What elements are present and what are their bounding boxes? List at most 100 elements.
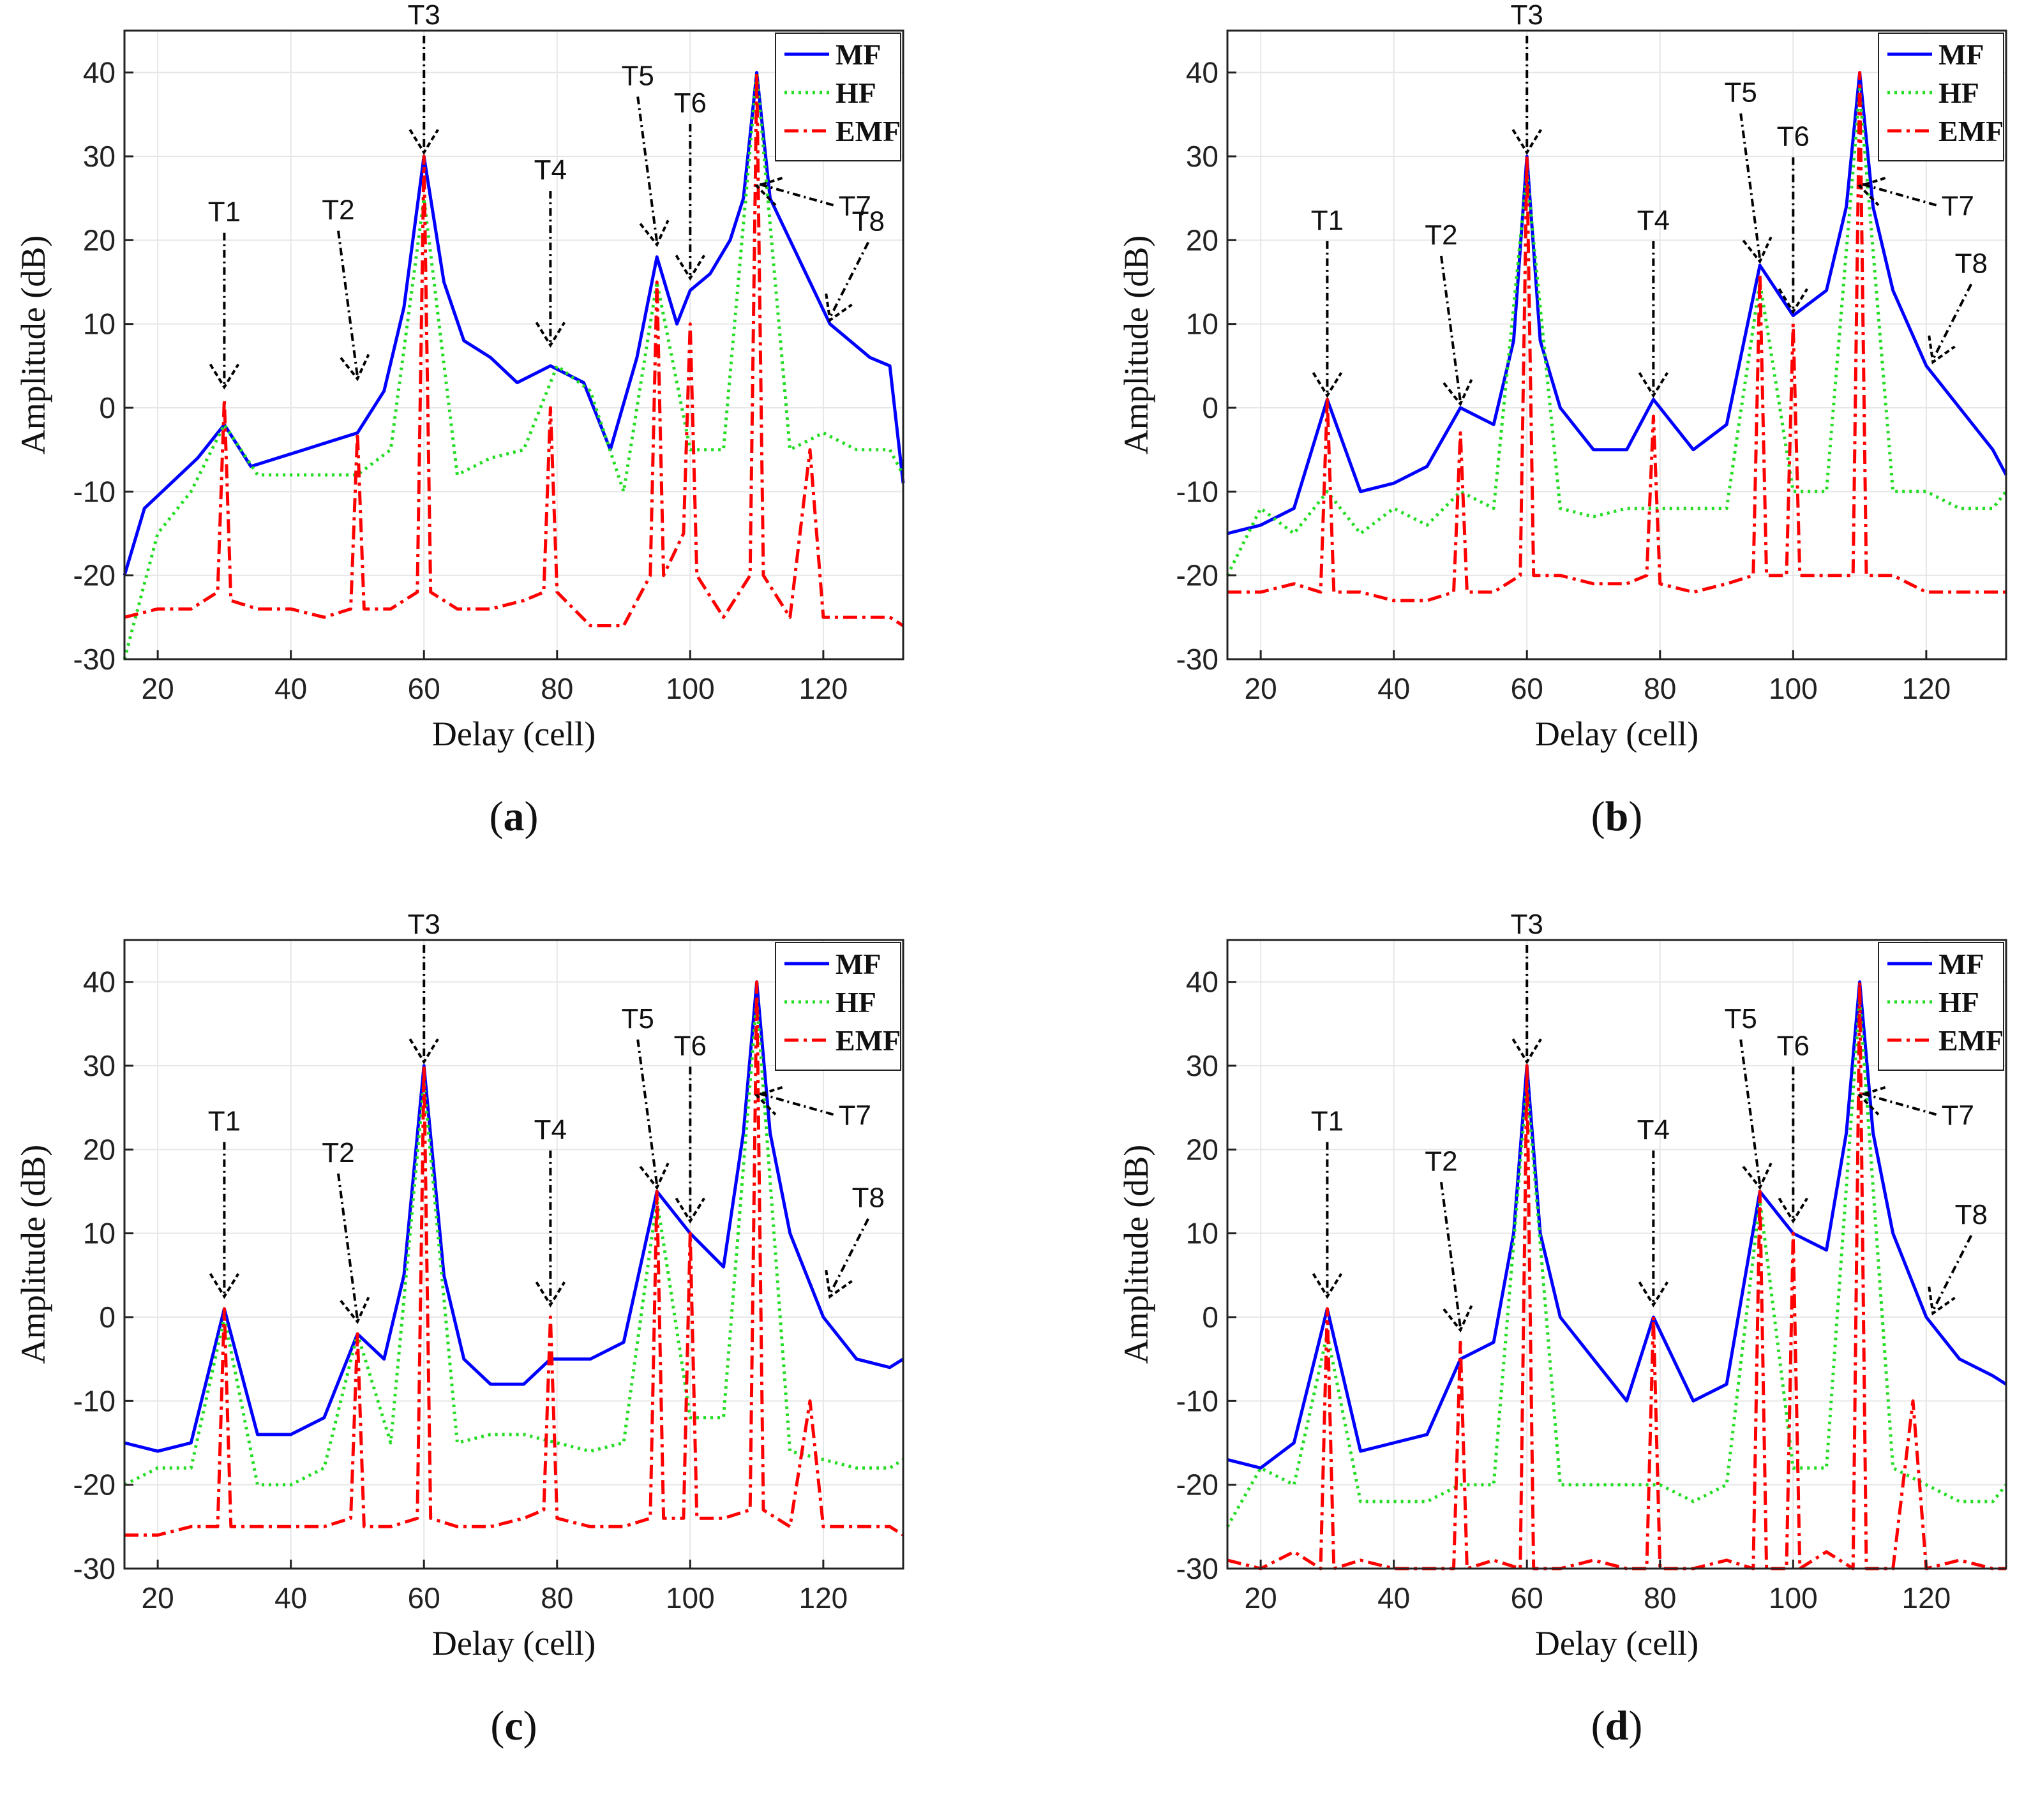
- legend-label-mf: MF: [1938, 948, 1984, 980]
- target-arrow-head: [639, 220, 670, 248]
- target-arrow-head: [409, 1038, 439, 1064]
- target-arrow-shaft: [1859, 1091, 1937, 1116]
- target-label: T2: [1425, 220, 1457, 251]
- y-tick-label: 20: [1186, 223, 1218, 257]
- target-arrow-head: [825, 1269, 853, 1299]
- target-arrow-shaft: [1931, 1235, 1973, 1311]
- y-tick-label: 10: [83, 308, 116, 341]
- legend-label-mf: MF: [1938, 38, 1984, 71]
- target-arrow-head: [340, 354, 370, 382]
- target-arrow-head: [535, 322, 566, 348]
- plot-frame: [1226, 29, 2007, 660]
- target-arrow-head: [1778, 288, 1808, 315]
- legend-label-mf: MF: [836, 38, 881, 71]
- series-emf-line: [124, 980, 904, 1537]
- caption-close: ): [1628, 793, 1642, 840]
- y-tick-label: 20: [83, 223, 116, 257]
- x-tick-label: 40: [1377, 1581, 1410, 1615]
- target-label: T4: [534, 154, 567, 186]
- series-hf-line: [1226, 997, 2007, 1528]
- x-tick-label: 60: [408, 1581, 440, 1615]
- y-axis-label: Amplitude (dB): [1117, 1145, 1155, 1364]
- x-tick-label: 120: [1901, 672, 1951, 705]
- legend-label-hf: HF: [836, 986, 876, 1018]
- y-tick-label: 10: [1186, 1217, 1218, 1250]
- x-tick-label: 100: [1769, 672, 1818, 705]
- y-tick-label: 10: [1186, 308, 1218, 341]
- y-tick-label: -20: [73, 559, 116, 592]
- x-tick-label: 40: [1377, 672, 1410, 705]
- target-arrow-head: [1312, 1272, 1343, 1299]
- series-mf-line: [1227, 71, 2008, 535]
- x-tick-label: 40: [274, 672, 307, 705]
- x-tick-label: 20: [1245, 672, 1277, 705]
- x-tick-label: 20: [142, 1581, 174, 1615]
- target-arrow-head: [1928, 1287, 1956, 1316]
- target-arrow-shaft: [756, 182, 834, 207]
- x-tick-label: 20: [1245, 1581, 1277, 1615]
- y-tick-label: 30: [1186, 1049, 1218, 1082]
- target-label: T5: [622, 1003, 654, 1034]
- target-arrow-head: [409, 129, 439, 155]
- target-label: T1: [208, 1106, 241, 1137]
- y-tick-label: -10: [1176, 1384, 1218, 1417]
- target-arrow-shaft: [1931, 283, 1973, 361]
- x-tick-label: 60: [1511, 672, 1543, 705]
- y-tick-label: 0: [99, 1301, 116, 1334]
- target-label: T4: [534, 1114, 567, 1145]
- y-axis-label: Amplitude (dB): [14, 1145, 52, 1364]
- target-label: T8: [1955, 248, 1988, 279]
- panel-c: 20 40 60 80 100 120 -30 -20 -10 0 10 20 30 40 Delay (c…: [14, 909, 904, 1749]
- target-label: T8: [852, 206, 885, 237]
- y-tick-label: 10: [83, 1217, 116, 1250]
- target-arrow-head: [675, 1197, 705, 1224]
- y-tick-label: 20: [1186, 1133, 1218, 1166]
- target-label: T7: [1942, 1100, 1974, 1131]
- target-arrow-head: [825, 293, 853, 323]
- target-arrow-head: [340, 1297, 370, 1324]
- target-label: T1: [1311, 205, 1344, 236]
- y-tick-label: -30: [73, 1552, 116, 1585]
- target-arrow-head: [1928, 335, 1956, 364]
- caption-open: (: [490, 1703, 504, 1749]
- target-label: T7: [1942, 191, 1974, 222]
- series-emf-line: [1227, 71, 2006, 602]
- y-tick-label: 0: [99, 391, 116, 424]
- target-label: T1: [1311, 1106, 1344, 1137]
- y-tick-label: 30: [83, 140, 116, 173]
- plot-frame: [1226, 939, 2007, 1570]
- series-emf-line: [1227, 980, 2006, 1570]
- caption-letter: b: [1605, 793, 1629, 840]
- target-arrow-shaft: [636, 1039, 659, 1186]
- target-arrow-shaft: [336, 230, 359, 377]
- target-arrow-shaft: [336, 1173, 359, 1320]
- panel-a: 20 40 60 80 100 120 -30 -20 -10 0 10 20 30 40 Delay (c…: [14, 0, 905, 840]
- legend-label-mf: MF: [836, 948, 881, 980]
- target-arrow-head: [1638, 1281, 1669, 1308]
- y-tick-label: 20: [83, 1133, 116, 1166]
- y-tick-label: -20: [1176, 1468, 1218, 1502]
- x-tick-label: 80: [541, 1581, 573, 1615]
- target-arrow-head: [1312, 372, 1343, 398]
- caption-letter: d: [1605, 1703, 1629, 1749]
- x-tick-label: 120: [798, 1581, 848, 1615]
- target-label: T5: [622, 60, 654, 91]
- x-tick-label: 100: [666, 672, 715, 705]
- target-arrow-head: [1857, 1086, 1886, 1115]
- legend-label-emf: EMF: [836, 1024, 901, 1057]
- legend-label-emf: EMF: [1938, 115, 2004, 147]
- x-tick-label: 80: [1644, 672, 1676, 705]
- target-arrow-head: [1443, 378, 1473, 407]
- x-axis-label: Delay (cell): [432, 715, 596, 753]
- legend-label-hf: HF: [836, 77, 876, 109]
- target-label: T6: [1777, 1031, 1810, 1062]
- x-tick-label: 120: [798, 672, 848, 705]
- target-arrow-head: [535, 1281, 566, 1308]
- x-axis-label: Delay (cell): [432, 1624, 596, 1662]
- panel-caption: (a): [490, 793, 539, 840]
- y-tick-label: 40: [83, 56, 116, 89]
- target-arrow-shaft: [828, 241, 870, 318]
- target-arrow-head: [1511, 129, 1542, 155]
- caption-close: ): [525, 793, 539, 840]
